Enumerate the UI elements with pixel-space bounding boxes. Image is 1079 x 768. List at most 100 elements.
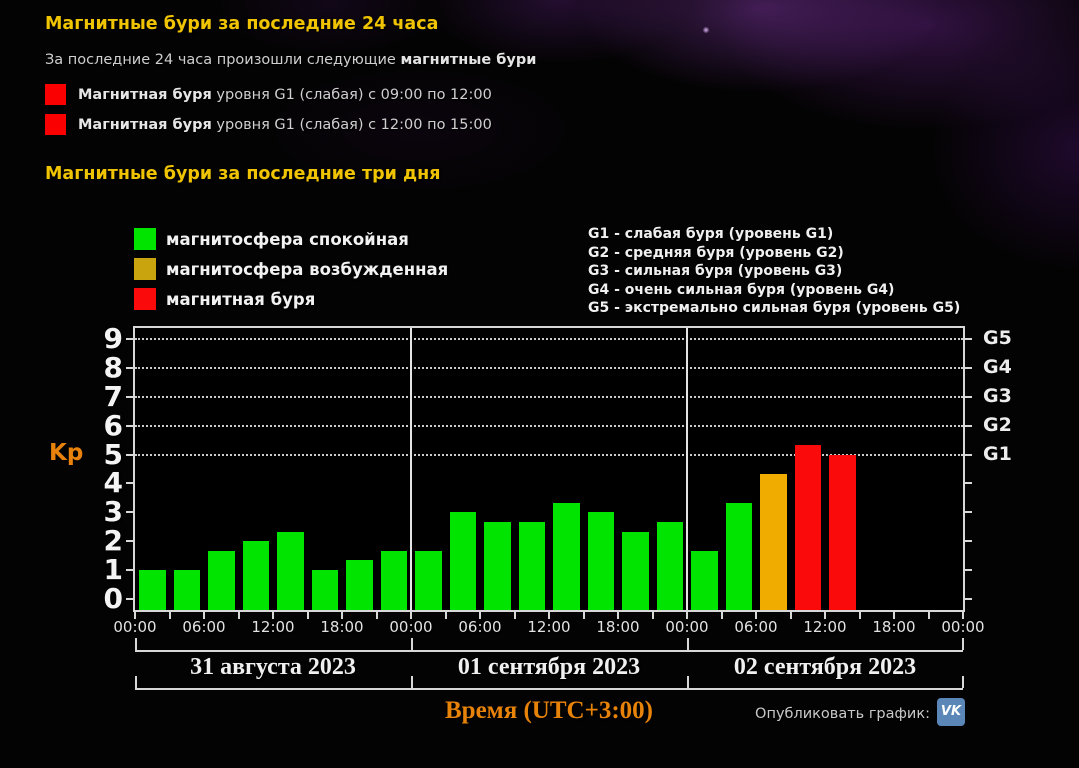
kp-bar <box>311 569 338 610</box>
storm-description: Магнитная буря уровня G1 (слабая) с 12:0… <box>78 116 492 133</box>
y-axis-tick-right <box>964 338 972 341</box>
time-label: 00:00 <box>665 618 709 636</box>
kp-bar <box>760 473 787 610</box>
time-label: 00:00 <box>389 618 433 636</box>
gridline-kp9 <box>135 338 963 341</box>
storm-list-item: Магнитная буря уровня G1 (слабая) с 09:0… <box>45 84 492 105</box>
kp-bar-chart: Kp Время (UTC+3:00) 0 1 2 3 4 5 6 7 8 9 G5 G4 G3 G2 G1… <box>49 325 1012 724</box>
x-axis-tick <box>341 612 343 619</box>
gridline-kp6 <box>135 424 963 427</box>
y-axis-label: 4 <box>103 466 123 500</box>
storm-list-item: Магнитная буря уровня G1 (слабая) с 12:0… <box>45 114 492 135</box>
kp-bar <box>691 550 718 610</box>
y-axis-label: 2 <box>103 524 123 558</box>
page-title-24h: Магнитные бури за последние 24 часа <box>45 14 439 34</box>
y-axis-tick-left <box>126 540 134 543</box>
y-axis-tick-right <box>964 540 972 543</box>
x-axis-tick <box>513 612 516 619</box>
kp-bar <box>553 502 580 610</box>
time-label: 06:00 <box>734 618 778 636</box>
y-axis-tick-right <box>964 511 972 514</box>
intro-bold: магнитные бури <box>400 52 537 68</box>
x-axis-tick <box>134 612 136 619</box>
y-axis-label: 3 <box>103 495 123 529</box>
x-axis-tick <box>375 612 378 619</box>
time-label: 18:00 <box>596 618 640 636</box>
x-axis-tick <box>893 612 895 619</box>
y-axis-tick-right <box>964 482 972 485</box>
legend-item-storm: магнитная буря <box>134 288 448 310</box>
g-scale-line: G5 - экстремально сильная буря (уровень … <box>588 300 961 317</box>
kp-bar <box>829 454 856 610</box>
legend-label: магнитная буря <box>166 289 316 309</box>
y-axis-tick-right <box>964 367 972 370</box>
time-label: 06:00 <box>182 618 226 636</box>
bracket-tick <box>962 676 964 688</box>
kp-bar <box>725 502 752 610</box>
publish-row: Опубликовать график: <box>640 706 930 722</box>
date-label: 31 августа 2023 <box>190 654 356 680</box>
bracket-tick <box>411 638 413 650</box>
bracket-tick <box>962 638 964 650</box>
x-axis-tick <box>237 612 240 619</box>
date-label: 02 сентября 2023 <box>733 654 917 680</box>
y-axis-tick-left <box>126 395 134 398</box>
date-bracket-bottom <box>135 676 964 690</box>
y-axis-label: 1 <box>103 552 123 586</box>
storm-name: Магнитная буря <box>78 86 212 103</box>
storm-level-swatch <box>45 114 66 135</box>
kp-bar <box>518 521 545 610</box>
g-level-label: G2 <box>983 413 1012 436</box>
time-label: 12:00 <box>527 618 571 636</box>
y-axis-tick-right <box>964 568 972 571</box>
x-axis-tick <box>582 612 585 619</box>
y-axis-tick-right <box>964 424 972 427</box>
bracket-tick <box>687 638 689 650</box>
y-axis-title: Kp <box>49 440 84 466</box>
y-axis-tick-right <box>964 395 972 398</box>
time-label: 12:00 <box>803 618 847 636</box>
x-axis-tick <box>548 612 550 619</box>
x-axis-tick <box>651 612 654 619</box>
vk-share-button[interactable]: VK <box>937 698 965 726</box>
storm-description: Магнитная буря уровня G1 (слабая) с 09:0… <box>78 86 492 103</box>
x-axis-tick <box>203 612 205 619</box>
gridline-kp8 <box>135 367 963 370</box>
legend-swatch-excited <box>134 258 156 280</box>
day-divider <box>410 328 412 610</box>
storm-list: Магнитная буря уровня G1 (слабая) с 09:0… <box>45 84 492 144</box>
y-axis-label: 7 <box>103 379 123 413</box>
x-axis-title: Время (UTC+3:00) <box>445 697 653 724</box>
y-axis-tick-right <box>964 597 972 600</box>
y-axis-tick-left <box>126 338 134 341</box>
y-axis-tick-left <box>126 367 134 370</box>
y-axis-tick-left <box>126 597 134 600</box>
bracket-tick <box>411 676 413 688</box>
y-axis-tick-left <box>126 482 134 485</box>
storm-name: Магнитная буря <box>78 116 212 133</box>
kp-bar <box>277 531 304 610</box>
x-axis-tick <box>686 612 688 619</box>
storm-level-swatch <box>45 84 66 105</box>
page-title-3days: Магнитные бури за последние три дня <box>45 164 441 184</box>
kp-bar <box>587 512 614 610</box>
time-label: 18:00 <box>320 618 364 636</box>
legend-item-quiet: магнитосфера спокойная <box>134 228 448 250</box>
g-scale-line: G1 - слабая буря (уровень G1) <box>588 226 834 242</box>
g-level-label: G4 <box>983 356 1012 379</box>
intro-prefix: За последние 24 часа произошли следующие <box>45 52 401 68</box>
time-label: 12:00 <box>251 618 295 636</box>
x-axis-tick <box>168 612 171 619</box>
x-axis-tick <box>824 612 826 619</box>
y-axis-label: 6 <box>103 408 123 442</box>
bracket-tick <box>135 676 137 688</box>
g-level-label: G3 <box>983 384 1012 407</box>
kp-bar <box>242 541 269 610</box>
g-level-label: G1 <box>983 442 1012 465</box>
x-axis-tick <box>962 612 964 619</box>
kp-bar <box>173 569 200 610</box>
time-label: 00:00 <box>941 618 985 636</box>
intro-text: За последние 24 часа произошли следующие… <box>45 52 536 68</box>
date-bracket-top <box>135 638 964 652</box>
x-axis-tick <box>720 612 723 619</box>
